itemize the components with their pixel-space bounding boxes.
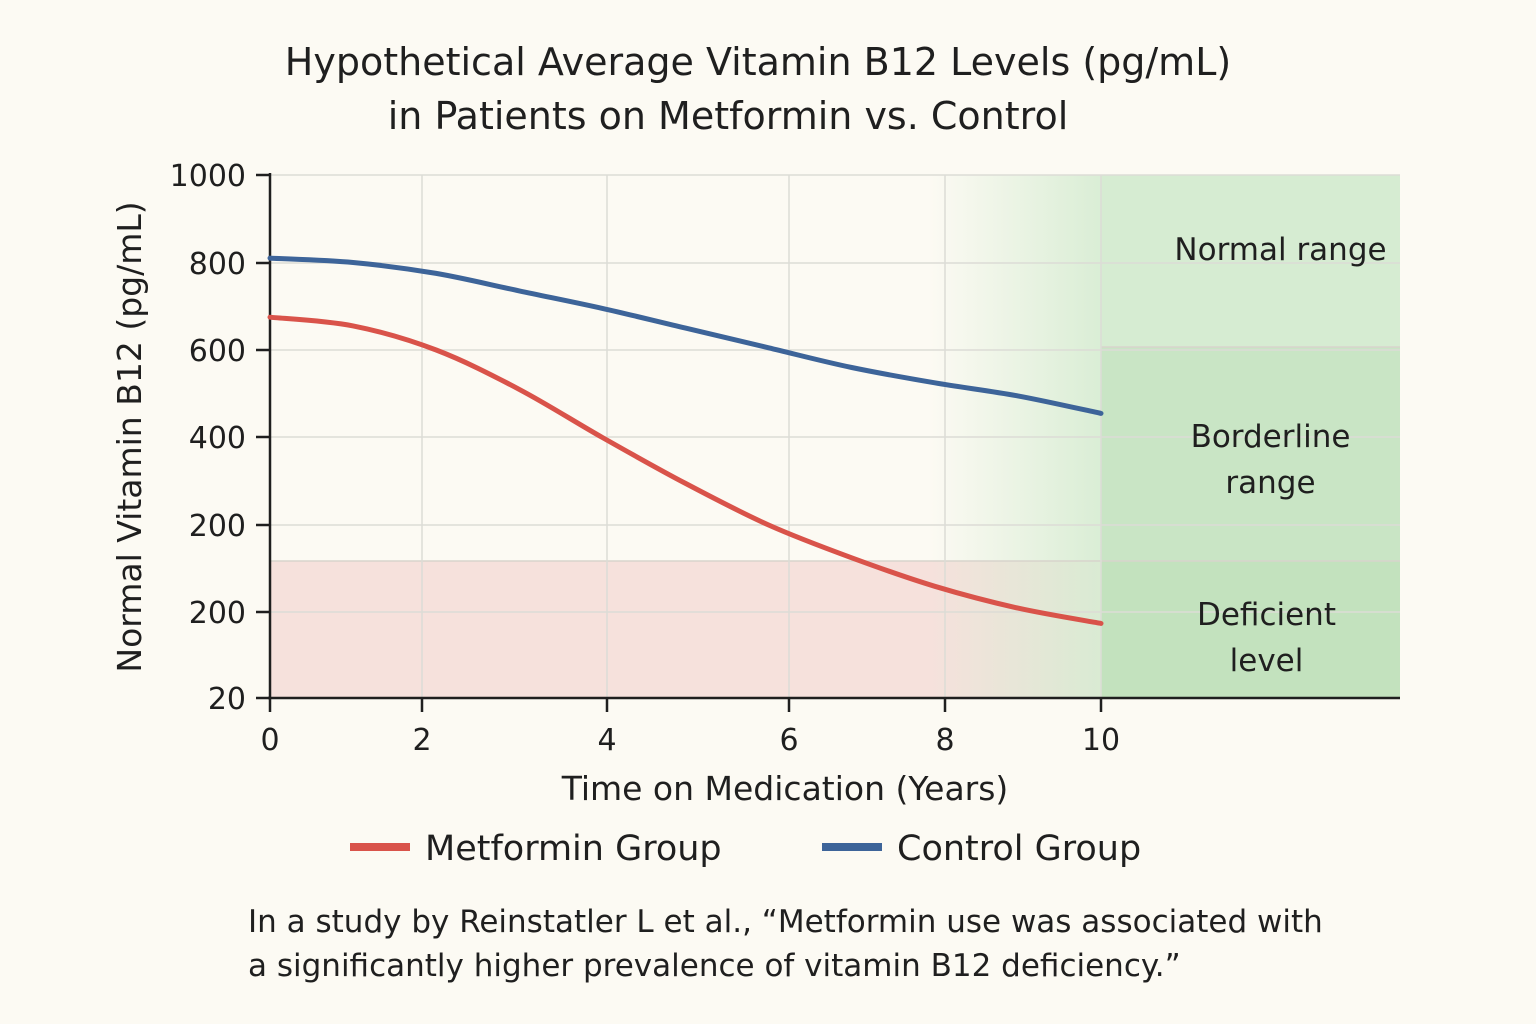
- chart-title-line-1: Hypothetical Average Vitamin B12 Levels …: [284, 40, 1232, 84]
- x-tick-label-3: 6: [779, 723, 798, 758]
- y-tick-label-2: 600: [189, 334, 246, 369]
- line-chart: 1000 800 600 400 200 200 20 0 2 4 6 8 10 Normal ran…: [110, 159, 1400, 869]
- grid-lines: [270, 174, 1400, 698]
- y-axis-ticks: 1000 800 600 400 200 200 20: [170, 159, 270, 717]
- legend: Metformin Group Control Group: [350, 829, 1141, 869]
- y-axis-title: Normal Vitamin B12 (pg/mL): [110, 201, 149, 672]
- y-tick-label-4: 200: [189, 509, 246, 544]
- band-label-deficient-level: Deficient level: [1197, 597, 1336, 679]
- caption-line-2: a significantly higher prevalence of vit…: [248, 948, 1181, 984]
- legend-label-metformin-group: Metformin Group: [425, 829, 722, 869]
- y-tick-label-0: 1000: [170, 159, 246, 194]
- band-deficient-level: [1101, 561, 1400, 698]
- x-axis-ticks: 0 2 4 6 8 10: [260, 698, 1120, 758]
- series-line-metformin-group: [267, 314, 1104, 626]
- x-tick-label-1: 2: [412, 723, 431, 758]
- band-labels: Normal range Borderline range Deficient le…: [1174, 232, 1386, 679]
- legend-label-control-group: Control Group: [897, 829, 1141, 869]
- band-normal-range: [1101, 175, 1400, 347]
- x-tick-label-5: 10: [1082, 723, 1120, 758]
- x-tick-label-2: 4: [597, 723, 616, 758]
- y-tick-label-3: 400: [189, 421, 246, 456]
- x-tick-label-0: 0: [260, 723, 279, 758]
- band-label-normal-range: Normal range: [1174, 232, 1386, 268]
- background-zones: [270, 175, 1400, 698]
- chart-title-line-2: in Patients on Metformin vs. Control: [387, 94, 1069, 138]
- caption-line-1: In a study by Reinstatler L et al., “Met…: [248, 904, 1323, 940]
- band-label-borderline-range: Borderline range: [1191, 419, 1351, 501]
- y-tick-label-5: 200: [189, 596, 246, 631]
- series-layer: [267, 255, 1104, 626]
- x-axis-title: Time on Medication (Years): [561, 769, 1009, 808]
- y-tick-label-1: 800: [189, 247, 246, 282]
- y-tick-label-6: 20: [208, 682, 246, 717]
- x-tick-label-4: 8: [935, 723, 954, 758]
- series-line-control-group: [267, 255, 1104, 416]
- caption: In a study by Reinstatler L et al., “Met…: [248, 900, 1448, 988]
